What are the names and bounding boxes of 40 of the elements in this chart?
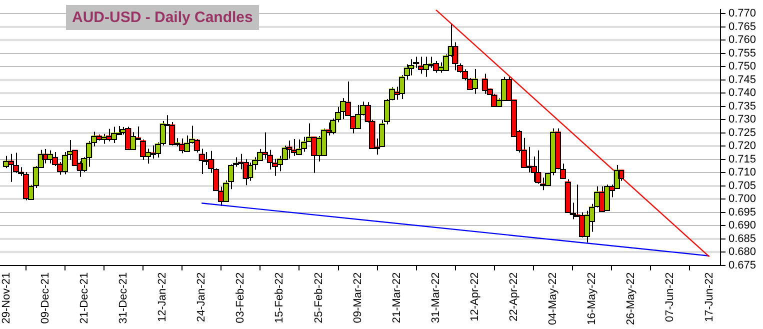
x-tick-label: 24-Jan-22 — [196, 272, 208, 322]
y-tick-label: 0.750 — [728, 60, 756, 73]
y-tick-label: 0.705 — [728, 180, 756, 192]
x-tick-label: 12-Jan-22 — [156, 272, 169, 322]
y-tick-label: 0.685 — [728, 232, 756, 245]
y-tick-label: 0.755 — [728, 47, 756, 60]
x-tick-label: 09-Mar-22 — [352, 272, 364, 324]
x-tick-label: 04-May-22 — [547, 272, 560, 325]
x-tick-label: 16-May-22 — [586, 272, 598, 325]
x-tick-label: 31-Dec-21 — [118, 272, 130, 324]
y-tick-label: 0.725 — [728, 126, 756, 139]
x-tick-label: 07-Jun-22 — [664, 272, 676, 322]
y-tick-label: 0.715 — [728, 153, 756, 166]
y-tick-label: 0.745 — [728, 74, 756, 86]
x-tick-label: 31-Mar-22 — [430, 272, 442, 324]
y-tick-label: 0.740 — [728, 87, 756, 100]
y-tick-label: 0.700 — [728, 193, 756, 206]
y-tick-label: 0.710 — [728, 166, 756, 179]
x-tick-label: 21-Dec-21 — [78, 272, 90, 324]
x-tick-label: 03-Feb-22 — [234, 272, 247, 324]
x-tick-label: 15-Feb-22 — [274, 272, 286, 324]
y-tick-label: 0.695 — [728, 206, 756, 218]
y-tick-label: 0.735 — [728, 100, 756, 112]
chart-title: AUD-USD - Daily Candles — [66, 5, 259, 30]
x-tick-label: 22-Apr-22 — [508, 272, 520, 322]
x-tick-label: 25-Feb-22 — [312, 272, 325, 324]
x-tick-label: 29-Nov-21 — [0, 272, 12, 324]
y-tick-label: 0.770 — [728, 8, 756, 20]
y-tick-label: 0.680 — [728, 246, 756, 258]
x-tick-label: 12-Apr-22 — [468, 272, 481, 322]
y-tick-label: 0.730 — [728, 114, 756, 126]
x-tick-label: 21-Mar-22 — [390, 272, 403, 324]
y-tick-label: 0.765 — [728, 20, 756, 33]
y-tick-label: 0.760 — [728, 34, 756, 46]
y-tick-label: 0.690 — [728, 220, 756, 232]
y-tick-label: 0.720 — [728, 140, 756, 152]
y-tick-label: 0.675 — [728, 259, 756, 272]
x-tick-label: 26-May-22 — [625, 272, 638, 325]
x-tick-label: 09-Dec-21 — [39, 272, 52, 324]
x-tick-label: 17-Jun-22 — [703, 272, 716, 322]
